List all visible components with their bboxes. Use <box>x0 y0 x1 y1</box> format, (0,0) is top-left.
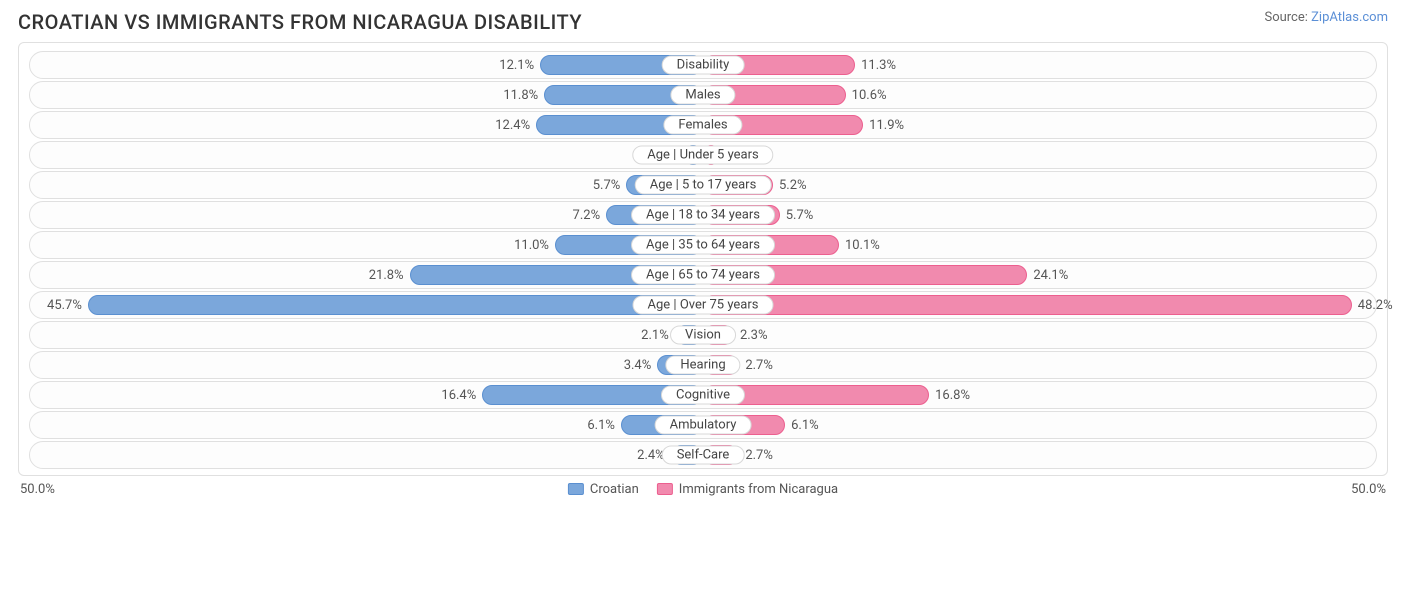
row-label: Age | 65 to 74 years <box>631 266 775 285</box>
row-label: Age | Under 5 years <box>632 146 773 165</box>
chart-row: 21.8% 24.1% Age | 65 to 74 years <box>29 261 1377 289</box>
value-left: 6.1% <box>587 412 621 438</box>
source-attribution: Source: ZipAtlas.com <box>1264 10 1388 25</box>
chart-row: 45.7%48.2%Age | Over 75 years <box>29 291 1377 319</box>
value-right: 10.1% <box>839 232 880 258</box>
row-label: Age | 18 to 34 years <box>631 206 775 225</box>
value-left: 7.2% <box>573 202 607 228</box>
bar-left <box>88 295 703 315</box>
bar-right <box>703 295 1352 315</box>
axis-left-max: 50.0% <box>20 482 55 497</box>
legend: Croatian Immigrants from Nicaragua <box>568 482 838 497</box>
value-left: 3.4% <box>624 352 658 378</box>
row-label: Self-Care <box>662 446 745 465</box>
row-label: Age | 35 to 64 years <box>631 236 775 255</box>
chart-row: 16.4% 16.8% Cognitive <box>29 381 1377 409</box>
value-right: 2.3% <box>734 322 768 348</box>
chart-row: 12.1% 11.3% Disability <box>29 51 1377 79</box>
value-left: 11.0% <box>514 232 555 258</box>
chart-row: 2.4%2.7%Self-Care <box>29 441 1377 469</box>
value-right: 5.2% <box>773 172 807 198</box>
legend-swatch-left <box>568 483 584 495</box>
row-label: Disability <box>662 56 745 75</box>
row-label: Males <box>670 86 735 105</box>
chart-area: 12.1% 11.3% Disability 11.8% 10.6% Males 12.4%… <box>18 42 1388 476</box>
legend-item-left: Croatian <box>568 482 639 497</box>
chart-row: 3.4% 2.7%Hearing <box>29 351 1377 379</box>
axis-right-max: 50.0% <box>1351 482 1386 497</box>
value-right: 6.1% <box>785 412 819 438</box>
value-left: 12.1% <box>499 52 540 78</box>
value-right: 5.7% <box>780 202 814 228</box>
source-prefix: Source: <box>1264 10 1311 25</box>
row-label: Ambulatory <box>655 416 752 435</box>
row-label: Age | 5 to 17 years <box>635 176 772 195</box>
row-label: Cognitive <box>661 386 745 405</box>
row-label: Vision <box>670 326 736 345</box>
value-right: 2.7% <box>739 442 773 468</box>
chart-row: 2.1%2.3%Vision <box>29 321 1377 349</box>
chart-row: 7.2% 5.7% Age | 18 to 34 years <box>29 201 1377 229</box>
value-right: 48.2% <box>1352 292 1393 318</box>
value-left: 16.4% <box>441 382 482 408</box>
value-right: 2.7% <box>739 352 773 378</box>
legend-swatch-right <box>657 483 673 495</box>
row-label: Age | Over 75 years <box>633 296 774 315</box>
legend-label-right: Immigrants from Nicaragua <box>679 482 838 497</box>
chart-row: 12.4% 11.9% Females <box>29 111 1377 139</box>
legend-item-right: Immigrants from Nicaragua <box>657 482 838 497</box>
value-right: 11.3% <box>855 52 896 78</box>
header: CROATIAN VS IMMIGRANTS FROM NICARAGUA DI… <box>18 10 1388 34</box>
value-left: 12.4% <box>495 112 536 138</box>
legend-label-left: Croatian <box>590 482 639 497</box>
row-label: Females <box>663 116 742 135</box>
chart-row: 6.1% 6.1% Ambulatory <box>29 411 1377 439</box>
chart-footer: 50.0% Croatian Immigrants from Nicaragua… <box>18 476 1388 496</box>
value-left: 11.8% <box>503 82 544 108</box>
value-right: 16.8% <box>929 382 970 408</box>
chart-row: 11.0% 10.1% Age | 35 to 64 years <box>29 231 1377 259</box>
value-left: 5.7% <box>593 172 627 198</box>
value-left: 21.8% <box>369 262 410 288</box>
chart-row: 5.7% 5.2%Age | 5 to 17 years <box>29 171 1377 199</box>
chart-row: 11.8% 10.6% Males <box>29 81 1377 109</box>
value-right: 24.1% <box>1027 262 1068 288</box>
value-left: 45.7% <box>47 292 88 318</box>
chart-row: 1.5%1.2%Age | Under 5 years <box>29 141 1377 169</box>
chart-title: CROATIAN VS IMMIGRANTS FROM NICARAGUA DI… <box>18 10 582 34</box>
row-label: Hearing <box>665 356 740 375</box>
value-right: 11.9% <box>863 112 904 138</box>
value-right: 10.6% <box>846 82 887 108</box>
source-link[interactable]: ZipAtlas.com <box>1311 10 1388 25</box>
